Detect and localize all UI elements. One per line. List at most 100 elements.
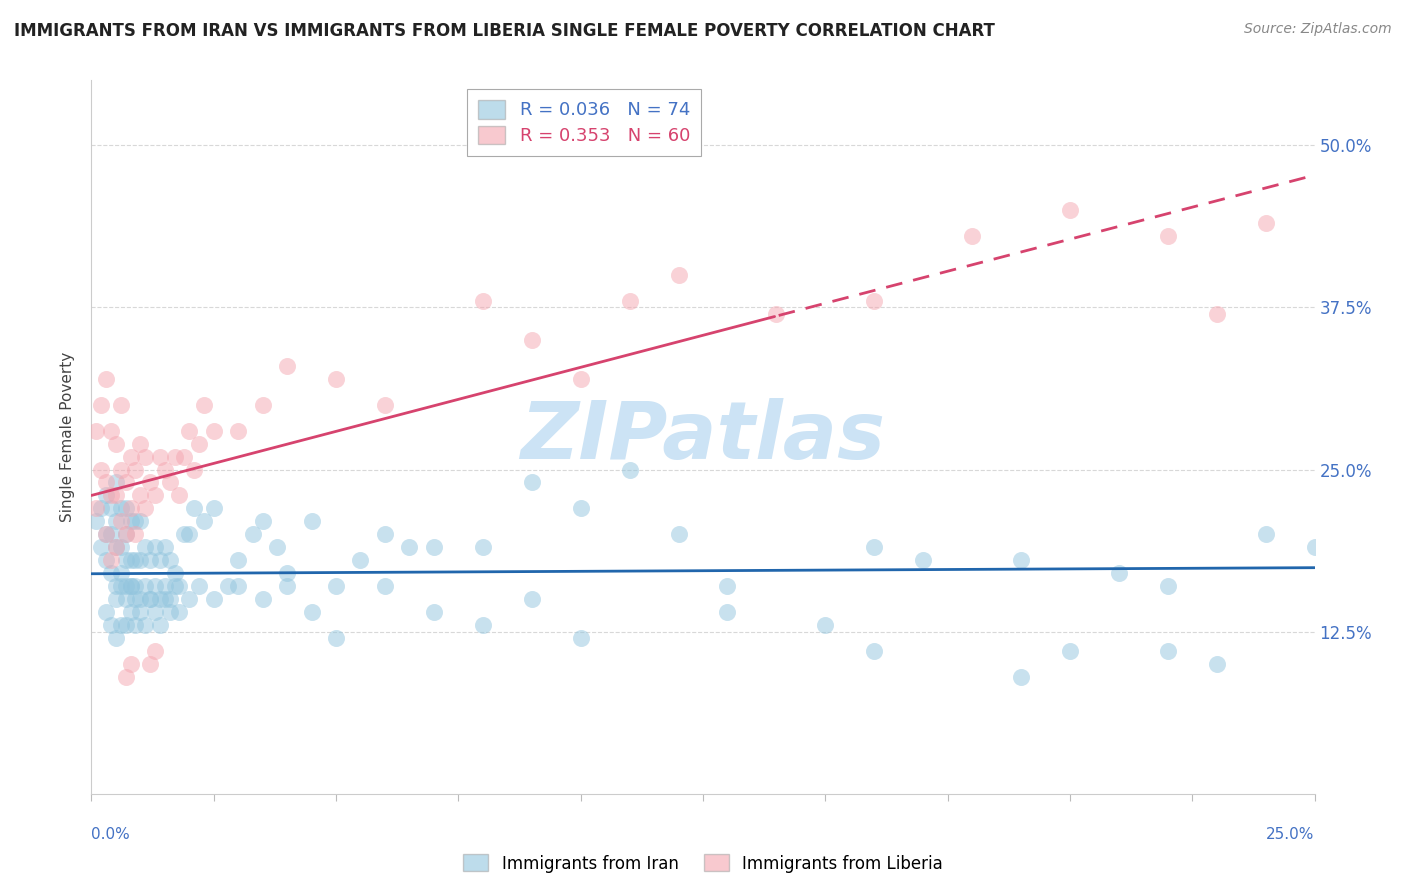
Point: [179, 527, 201, 541]
Point: [134, 579, 156, 593]
Point: [325, 579, 347, 593]
Point: [163, 579, 186, 593]
Point: [100, 566, 122, 581]
Point: [90, 541, 112, 555]
Point: [159, 475, 181, 490]
Point: [301, 605, 323, 619]
Point: [169, 488, 191, 502]
Point: [104, 631, 127, 645]
Point: [193, 398, 215, 412]
Point: [226, 424, 249, 438]
Point: [84, 501, 107, 516]
Point: [110, 579, 132, 593]
Point: [188, 579, 211, 593]
Point: [114, 475, 136, 490]
Point: [120, 579, 142, 593]
Point: [520, 475, 543, 490]
Point: [100, 501, 122, 516]
Text: IMMIGRANTS FROM IRAN VS IMMIGRANTS FROM LIBERIA SINGLE FEMALE POVERTY CORRELATIO: IMMIGRANTS FROM IRAN VS IMMIGRANTS FROM …: [14, 22, 995, 40]
Point: [110, 398, 132, 412]
Point: [159, 592, 181, 607]
Point: [139, 553, 162, 567]
Point: [619, 293, 641, 308]
Point: [276, 566, 298, 581]
Point: [188, 436, 211, 450]
Legend: Immigrants from Iran, Immigrants from Liberia: Immigrants from Iran, Immigrants from Li…: [457, 847, 949, 880]
Point: [374, 398, 396, 412]
Point: [129, 605, 152, 619]
Point: [139, 592, 162, 607]
Point: [104, 488, 127, 502]
Point: [90, 501, 112, 516]
Point: [114, 618, 136, 632]
Point: [100, 618, 122, 632]
Point: [110, 515, 132, 529]
Point: [124, 462, 146, 476]
Point: [94, 475, 117, 490]
Point: [143, 488, 166, 502]
Point: [120, 657, 142, 672]
Point: [110, 541, 132, 555]
Point: [129, 436, 152, 450]
Point: [120, 515, 142, 529]
Point: [94, 527, 117, 541]
Point: [153, 592, 176, 607]
Point: [114, 501, 136, 516]
Point: [193, 515, 215, 529]
Point: [814, 618, 837, 632]
Point: [104, 592, 127, 607]
Point: [179, 592, 201, 607]
Point: [398, 541, 420, 555]
Point: [124, 579, 146, 593]
Point: [668, 268, 690, 282]
Point: [143, 541, 166, 555]
Point: [129, 515, 152, 529]
Point: [471, 541, 494, 555]
Point: [94, 553, 117, 567]
Point: [104, 436, 127, 450]
Point: [173, 450, 195, 464]
Point: [104, 475, 127, 490]
Point: [179, 424, 201, 438]
Point: [143, 644, 166, 658]
Point: [114, 592, 136, 607]
Point: [163, 566, 186, 581]
Point: [90, 462, 112, 476]
Point: [301, 515, 323, 529]
Point: [226, 579, 249, 593]
Point: [124, 515, 146, 529]
Point: [114, 527, 136, 541]
Point: [471, 618, 494, 632]
Point: [104, 515, 127, 529]
Point: [100, 527, 122, 541]
Point: [863, 293, 886, 308]
Point: [765, 307, 787, 321]
Point: [124, 618, 146, 632]
Text: ZIPatlas: ZIPatlas: [520, 398, 886, 476]
Point: [163, 450, 186, 464]
Point: [100, 488, 122, 502]
Point: [110, 462, 132, 476]
Point: [94, 605, 117, 619]
Point: [149, 592, 172, 607]
Text: Source: ZipAtlas.com: Source: ZipAtlas.com: [1244, 22, 1392, 37]
Point: [153, 462, 176, 476]
Point: [139, 592, 162, 607]
Point: [520, 333, 543, 347]
Point: [1010, 670, 1032, 684]
Y-axis label: Single Female Poverty: Single Female Poverty: [60, 352, 76, 522]
Point: [1059, 202, 1081, 217]
Point: [716, 605, 738, 619]
Point: [423, 605, 446, 619]
Point: [110, 618, 132, 632]
Point: [90, 398, 112, 412]
Point: [134, 618, 156, 632]
Point: [1010, 553, 1032, 567]
Point: [1157, 229, 1180, 244]
Point: [276, 359, 298, 373]
Point: [1205, 657, 1227, 672]
Point: [100, 553, 122, 567]
Point: [226, 553, 249, 567]
Text: 0.0%: 0.0%: [91, 827, 131, 841]
Point: [183, 462, 205, 476]
